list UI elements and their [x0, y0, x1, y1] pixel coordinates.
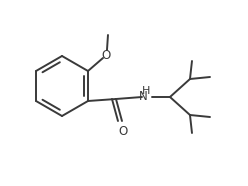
Text: O: O [118, 125, 128, 138]
Text: O: O [101, 49, 111, 62]
Text: N: N [139, 89, 147, 102]
Text: H: H [142, 86, 150, 96]
